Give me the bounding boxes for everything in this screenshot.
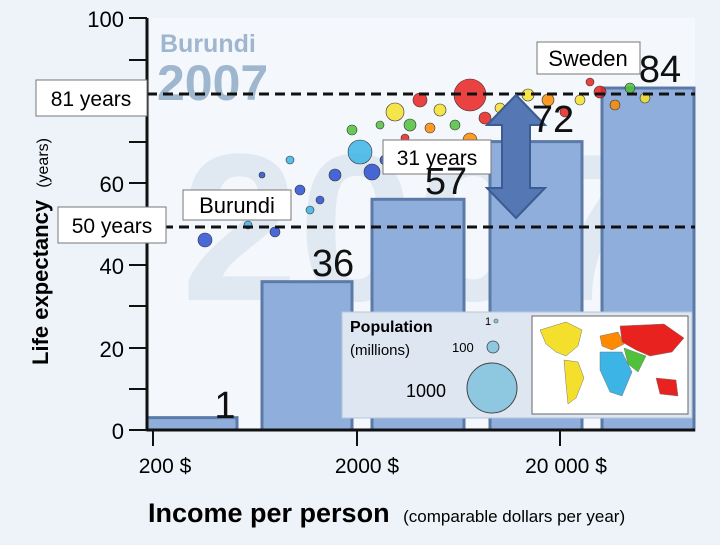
country-bubble: [609, 99, 621, 111]
bar-value-label: 84: [639, 49, 681, 91]
x-axis-title-unit: (comparable dollars per year): [403, 507, 625, 526]
callout-burundi-text: Burundi: [199, 193, 275, 218]
callout-gap: 31 years: [382, 139, 492, 175]
callout-burundi: Burundi: [182, 189, 292, 221]
legend-size-label: 1: [485, 316, 491, 328]
country-bubble: [593, 85, 607, 99]
callout-50-years-text: 50 years: [72, 215, 153, 238]
legend-size-bubble: [486, 340, 500, 354]
country-bubble: [197, 232, 213, 248]
country-bubble: [559, 106, 571, 118]
x-axis-title-main: Income per person: [148, 498, 390, 528]
callout-50-years: 50 years: [57, 206, 167, 244]
bar: [260, 280, 354, 432]
callout-81-years-text: 81 years: [51, 88, 132, 111]
country-bubble: [574, 94, 586, 106]
legend-size-bubble: [493, 318, 499, 324]
country-bubble: [449, 119, 461, 131]
legend-size-label: 1000: [406, 381, 446, 401]
country-bubble: [315, 195, 325, 205]
world-region-map: [531, 315, 689, 415]
country-bubble: [294, 184, 306, 196]
gap-arrow: [484, 93, 548, 220]
y-axis-title-unit: (years): [35, 138, 52, 188]
country-bubble: [624, 82, 636, 94]
bar-value-label: 36: [312, 243, 354, 285]
y-tick-label: 40: [100, 254, 124, 279]
callout-sweden: Sweden: [536, 41, 641, 75]
country-bubble: [258, 171, 266, 179]
bar-labels-layer: 1 36 57 72 84: [214, 49, 681, 427]
country-bubble: [433, 103, 447, 117]
country-bubble: [346, 124, 358, 136]
country-bubble: [328, 168, 342, 182]
x-tick-label: 200 $: [139, 455, 192, 478]
x-tick-label: 2000 $: [335, 455, 400, 478]
burundi-watermark-label: Burundi: [160, 30, 256, 58]
y-tick-label: 100: [87, 7, 124, 32]
country-bubble: [585, 77, 595, 87]
y-tick-label: 20: [100, 337, 124, 362]
country-bubble: [347, 139, 373, 165]
country-bubble: [478, 111, 492, 125]
country-bubble: [305, 205, 315, 215]
callout-gap-text: 31 years: [397, 147, 478, 170]
year-small-label: 2007: [157, 55, 268, 111]
country-bubble: [424, 122, 436, 134]
x-axis-title: Income per person (comparable dollars pe…: [148, 498, 625, 528]
bar-value-label: 1: [214, 385, 235, 427]
x-axis: 200 $ 2000 $ 20 000 $: [139, 428, 695, 478]
callout-81-years: 81 years: [35, 79, 148, 117]
callout-sweden-text: Sweden: [548, 46, 628, 71]
legend-size-bubble: [466, 362, 518, 414]
population-legend: Population (millions) 1 100 1000: [341, 311, 693, 419]
country-bubble: [403, 118, 417, 132]
y-tick-label: 60: [100, 172, 124, 197]
y-axis-title: Life expectancy (years): [28, 138, 53, 365]
legend-unit: (millions): [350, 342, 410, 359]
country-bubble: [375, 120, 385, 130]
y-axis-title-main: Life expectancy: [28, 199, 53, 365]
legend-size-label: 100: [452, 340, 474, 355]
bar-value-label: 57: [425, 161, 467, 203]
x-tick-label: 20 000 $: [525, 455, 607, 478]
bar-value-label: 72: [532, 99, 574, 141]
legend-title: Population: [350, 319, 433, 336]
country-bubble: [285, 155, 295, 165]
y-tick-label: 0: [112, 419, 124, 444]
country-bubble: [385, 102, 405, 122]
country-bubble: [363, 163, 381, 181]
